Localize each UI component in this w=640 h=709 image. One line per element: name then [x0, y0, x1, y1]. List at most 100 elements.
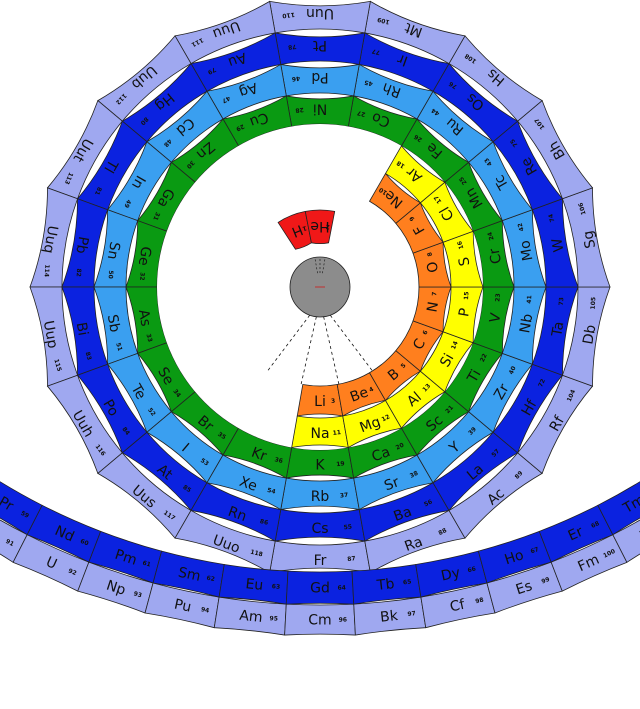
actinide-cell-np: Np 93	[77, 561, 154, 614]
atomic-number: 34	[171, 388, 182, 399]
atomic-number: 49	[122, 198, 132, 208]
atomic-number: 86	[259, 518, 269, 527]
atomic-number: 74	[547, 213, 556, 223]
atomic-number: 111	[190, 36, 204, 48]
atomic-number: 8	[426, 251, 434, 257]
atomic-number: 38	[409, 470, 420, 480]
element-cell	[304, 209, 336, 245]
atomic-number: 105	[590, 297, 598, 310]
ring-period-4-cell-cr: Cr 24	[472, 220, 515, 288]
atomic-number: 3	[331, 398, 336, 405]
element-symbol: Ca	[370, 444, 393, 465]
atomic-number: 28	[295, 106, 304, 114]
atomic-number: 55	[343, 523, 352, 531]
atomic-number: 114	[43, 264, 51, 277]
element-symbol: Cr	[487, 247, 505, 265]
ring-period-7-cell-sg: Sg 106	[561, 187, 611, 288]
atomic-number: 33	[144, 333, 153, 343]
element-symbol: Sb	[104, 313, 123, 333]
element-symbol: Tb	[375, 576, 395, 594]
element-symbol: Sn	[104, 240, 123, 260]
actinide-cell-md: Md101	[612, 519, 640, 563]
lanthanide-cell-eu: Eu 63	[218, 564, 289, 605]
element-cell	[174, 509, 276, 574]
ring-period-6-cell-pt: Pt 78	[274, 32, 366, 65]
atomic-number: 4	[368, 386, 375, 394]
ring-period-6-cell-re: Re 75	[492, 120, 564, 211]
atomic-number: 78	[288, 43, 297, 51]
lanthanide-cell-tb: Tb 65	[351, 564, 422, 605]
element-symbol: Te	[127, 381, 149, 403]
ring-period-4-cell-ni: Ni 28	[285, 95, 355, 127]
atomic-number: 54	[266, 487, 276, 496]
atomic-number: 30	[185, 159, 196, 170]
ring-period-4-cell-ca: Ca 20	[347, 427, 418, 479]
atomic-number: 40	[508, 365, 518, 375]
atomic-number: 32	[138, 272, 145, 281]
element-symbol: Gd	[310, 581, 330, 597]
atomic-number: 66	[467, 565, 477, 574]
lanthanide-cell-gd: Gd 64	[285, 570, 355, 605]
atomic-number: 99	[541, 576, 551, 585]
ring-period-5-cell-mo: Mo 42	[501, 209, 547, 288]
period-1-cell-he: He2	[304, 209, 336, 245]
atomic-number: 13	[421, 383, 432, 394]
element-symbol: Mt	[402, 19, 424, 40]
element-symbol: Li	[314, 394, 326, 410]
atomic-number: 22	[479, 353, 489, 363]
element-symbol: Pb	[72, 235, 91, 255]
atomic-number: 43	[483, 156, 494, 167]
element-symbol: Uun	[306, 5, 334, 21]
element-symbol: Be	[348, 384, 371, 405]
atomic-number: 60	[79, 538, 89, 548]
atomic-number: 14	[450, 340, 460, 350]
atomic-number: 84	[120, 426, 131, 437]
atomic-number: 21	[444, 404, 455, 415]
atomic-number: 35	[216, 431, 227, 441]
ring-period-6-cell-pb: Pb 82	[61, 198, 109, 288]
atomic-number: 46	[291, 74, 300, 82]
element-symbol: Cs	[311, 521, 328, 537]
atomic-number: 109	[377, 16, 391, 26]
atomic-number: 57	[490, 448, 501, 459]
atomic-number: 18	[396, 159, 407, 169]
atomic-number: 85	[181, 484, 192, 494]
element-symbol: Xe	[237, 474, 259, 495]
element-symbol: K	[315, 458, 325, 474]
element-symbol: Rh	[380, 79, 403, 100]
atomic-number: 87	[347, 555, 356, 563]
element-symbol: O	[424, 260, 442, 274]
element-symbol: Eu	[245, 576, 264, 594]
atomic-number: 36	[274, 456, 284, 465]
period-2-cell-b: B5	[368, 350, 422, 402]
atomic-number: 106	[577, 202, 587, 216]
f-block-arcs: ATh90Pa91U92Np93Pu94Am95Cm96Bk97Cf98Es99…	[0, 481, 640, 636]
atomic-number: 62	[206, 575, 215, 583]
atomic-number: 94	[200, 606, 209, 614]
atomic-number: 37	[340, 492, 349, 500]
atomic-number: 51	[114, 342, 123, 352]
element-symbol: Co	[370, 109, 393, 130]
atomic-number: 11	[332, 429, 341, 437]
actinide-cell-cm: Cm 96	[284, 603, 356, 636]
element-symbol: Po	[99, 397, 121, 419]
ring-period-5-cell-sb: Sb 51	[93, 286, 139, 365]
atomic-number: 97	[407, 610, 416, 618]
element-symbol: Nb	[517, 312, 536, 334]
atomic-number: 77	[371, 47, 381, 56]
element-symbol: Db	[580, 323, 599, 345]
atomic-number: 24	[487, 231, 496, 241]
element-symbol: V	[487, 311, 504, 324]
element-cell	[368, 172, 422, 224]
atomic-number: 48	[162, 137, 173, 148]
ring-period-5-cell-rb: Rb 37	[280, 477, 360, 511]
atomic-number: 10	[378, 186, 389, 196]
atomic-number: 20	[395, 442, 406, 452]
element-cell	[206, 454, 287, 511]
